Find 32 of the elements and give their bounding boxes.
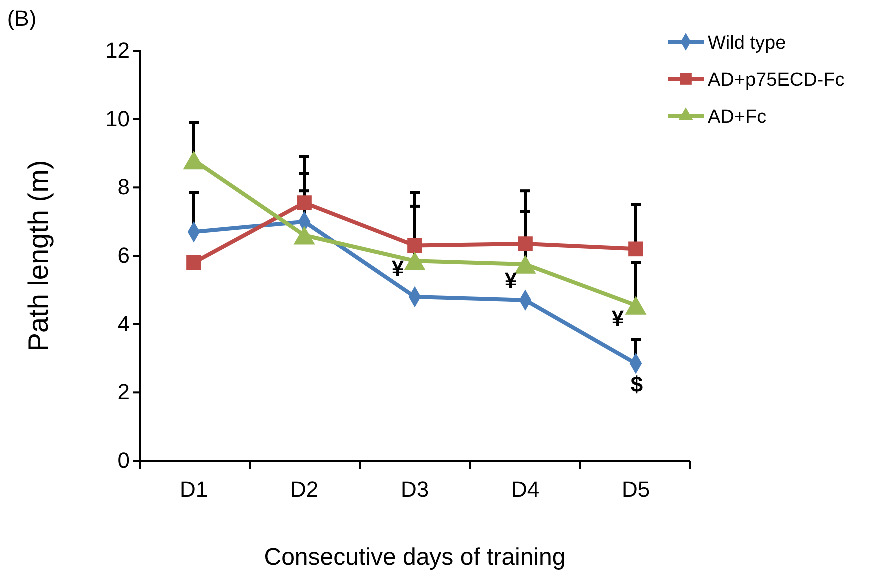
annotation: ¥ — [392, 256, 405, 281]
point — [625, 296, 647, 315]
x-tick-label: D2 — [290, 477, 319, 502]
x-tick-label: D1 — [180, 477, 208, 502]
point — [404, 252, 426, 270]
legend-label: AD+p75ECD-Fc — [708, 70, 845, 91]
point — [186, 255, 202, 270]
x-tick-label: D4 — [511, 477, 540, 502]
y-axis-title: Path length (m) — [23, 160, 54, 352]
y-tick-label: 8 — [118, 174, 130, 200]
point — [294, 226, 316, 245]
y-tick-label: 12 — [106, 38, 130, 64]
y-tick-label: 10 — [106, 106, 130, 132]
y-tick-label: 0 — [118, 448, 130, 474]
y-tick-label: 2 — [118, 380, 130, 405]
text: (B) — [7, 6, 37, 31]
annotation: ¥ — [612, 306, 625, 331]
point — [408, 238, 422, 254]
legend-label: AD+Fc — [708, 107, 767, 128]
y-tick-label: 6 — [118, 243, 130, 268]
point — [297, 196, 312, 210]
annotation: $ — [630, 372, 644, 397]
legend-label: Wild type — [708, 33, 786, 54]
point — [518, 236, 533, 252]
x-tick-label: D3 — [400, 477, 430, 502]
y-tick-label: 4 — [118, 311, 130, 336]
point — [514, 255, 536, 274]
annotation: ¥ — [504, 268, 518, 293]
point — [628, 242, 644, 257]
point — [183, 151, 205, 170]
x-axis-title: Consecutive days of training — [264, 544, 566, 571]
x-tick-label: D5 — [622, 477, 650, 502]
